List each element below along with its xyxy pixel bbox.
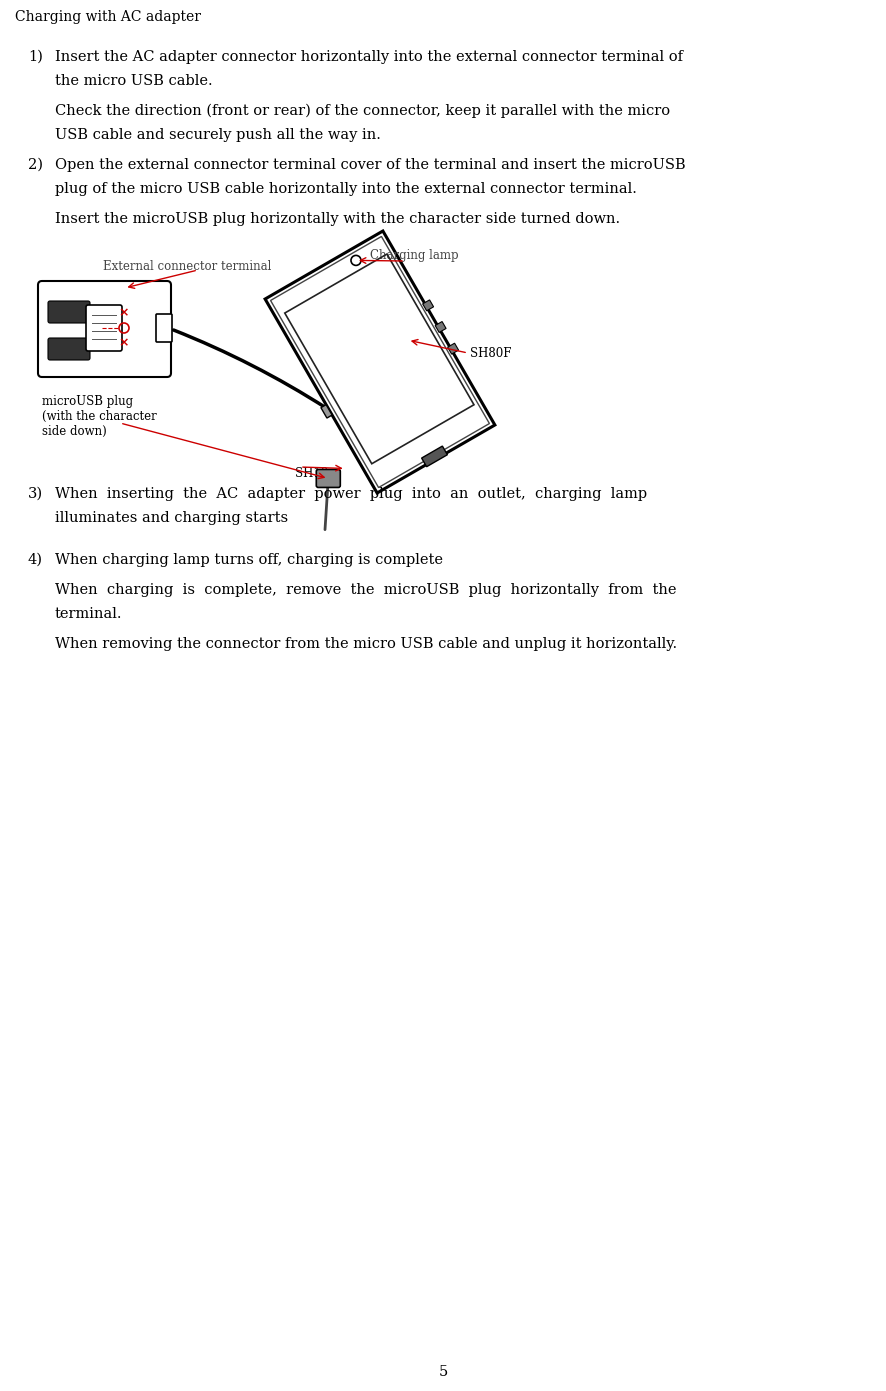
Text: microUSB plug
(with the character
side down): microUSB plug (with the character side d… xyxy=(42,395,157,438)
Text: 5: 5 xyxy=(439,1365,447,1378)
Text: SH10: SH10 xyxy=(295,467,328,480)
Polygon shape xyxy=(321,405,332,419)
FancyBboxPatch shape xyxy=(316,469,340,487)
Polygon shape xyxy=(265,231,495,492)
Polygon shape xyxy=(423,300,433,310)
Text: the micro USB cable.: the micro USB cable. xyxy=(55,74,213,88)
Text: Open the external connector terminal cover of the terminal and insert the microU: Open the external connector terminal cov… xyxy=(55,159,686,172)
FancyBboxPatch shape xyxy=(156,314,172,342)
Text: illuminates and charging starts: illuminates and charging starts xyxy=(55,510,288,524)
FancyBboxPatch shape xyxy=(38,281,171,377)
Text: When  charging  is  complete,  remove  the  microUSB  plug  horizontally  from  : When charging is complete, remove the mi… xyxy=(55,583,677,597)
Polygon shape xyxy=(422,447,447,467)
Text: When charging lamp turns off, charging is complete: When charging lamp turns off, charging i… xyxy=(55,554,443,568)
Text: Insert the microUSB plug horizontally with the character side turned down.: Insert the microUSB plug horizontally wi… xyxy=(55,211,620,225)
FancyBboxPatch shape xyxy=(48,300,90,323)
Text: When  inserting  the  AC  adapter  power  plug  into  an  outlet,  charging  lam: When inserting the AC adapter power plug… xyxy=(55,487,647,501)
Text: terminal.: terminal. xyxy=(55,606,122,620)
Text: External connector terminal: External connector terminal xyxy=(103,260,271,273)
Text: Check the direction (front or rear) of the connector, keep it parallel with the : Check the direction (front or rear) of t… xyxy=(55,104,670,118)
Text: Insert the AC adapter connector horizontally into the external connector termina: Insert the AC adapter connector horizont… xyxy=(55,50,683,64)
Text: 2): 2) xyxy=(28,159,43,172)
Circle shape xyxy=(351,256,361,266)
Text: ×: × xyxy=(119,306,129,320)
Text: 1): 1) xyxy=(28,50,43,64)
Text: When removing the connector from the micro USB cable and unplug it horizontally.: When removing the connector from the mic… xyxy=(55,637,677,651)
Text: Charging with AC adapter: Charging with AC adapter xyxy=(15,10,201,24)
Text: Charging lamp: Charging lamp xyxy=(370,249,459,262)
Text: USB cable and securely push all the way in.: USB cable and securely push all the way … xyxy=(55,128,381,142)
Text: plug of the micro USB cable horizontally into the external connector terminal.: plug of the micro USB cable horizontally… xyxy=(55,182,637,196)
Text: ×: × xyxy=(119,337,129,349)
Text: 3): 3) xyxy=(28,487,43,501)
Polygon shape xyxy=(447,344,459,355)
Text: SH80F: SH80F xyxy=(470,346,511,360)
Polygon shape xyxy=(435,321,446,332)
FancyBboxPatch shape xyxy=(48,338,90,360)
Text: 4): 4) xyxy=(28,554,43,568)
FancyBboxPatch shape xyxy=(86,305,122,351)
